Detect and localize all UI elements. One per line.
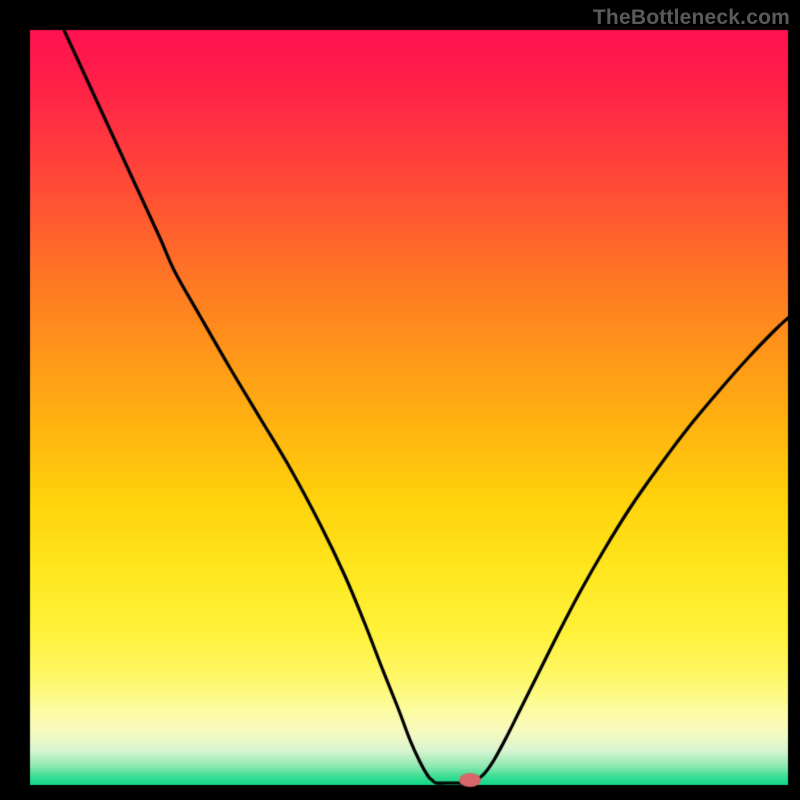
watermark-text: TheBottleneck.com (593, 6, 790, 30)
chart-container: TheBottleneck.com (0, 0, 800, 800)
bottleneck-chart-canvas (0, 0, 800, 800)
